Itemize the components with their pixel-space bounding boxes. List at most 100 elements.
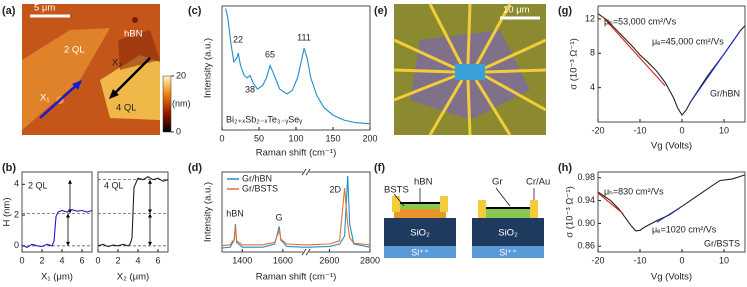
plot-frame — [221, 171, 371, 253]
annotation: G — [275, 212, 282, 222]
x-tick-label: 4 — [135, 255, 140, 265]
y-tick-label: 12 — [585, 13, 595, 23]
height-arrow — [68, 179, 72, 214]
afm-image: 5 μm 2 QL hBN X₂ X₁ 4 QL (nm) — [22, 3, 191, 135]
data-line — [21, 209, 93, 249]
region-label: 2 QL — [64, 45, 85, 56]
panel-label: (e) — [374, 5, 388, 17]
x-axis-label: Vg (Volts) — [651, 141, 692, 152]
data-line — [597, 192, 624, 215]
height-arrow — [148, 213, 152, 246]
panel-label: (g) — [558, 5, 572, 17]
x-tick-label: 10 — [719, 255, 729, 265]
axis-break — [301, 168, 307, 176]
y-axis-label: σ (10⁻³ Ω⁻¹) — [565, 186, 576, 238]
annotation: μₑ=45,000 cm²/Vs — [652, 36, 724, 46]
plot-frame — [597, 5, 746, 123]
y-tick-label: 0.86 — [577, 241, 595, 251]
y-axis-label: Intensity (a.u.) — [203, 38, 214, 98]
y-tick-label: 2 — [14, 209, 19, 219]
y-tick-label: 0 — [14, 240, 19, 250]
x-tick-label: 1600 — [273, 255, 293, 265]
annotation: 22 — [233, 34, 243, 44]
data-line — [656, 205, 683, 223]
x-tick-label: 6 — [155, 255, 160, 265]
x-tick-label: 0 — [679, 255, 684, 265]
annotation: μₕ=830 cm²/Vs — [604, 186, 664, 196]
layer-label: Cr/Au — [526, 177, 550, 188]
scale-bar-label: 10 μm — [503, 5, 530, 16]
x-tick-label: 4 — [59, 255, 64, 265]
colorbar — [162, 75, 172, 133]
annotation: 4 QL — [104, 180, 124, 190]
panel-label: (h) — [558, 162, 572, 174]
y-axis-label: σ (10⁻³ Ω⁻¹) — [569, 38, 580, 90]
layer-label: SiO₂ — [498, 228, 518, 239]
x-tick-label: 10 — [719, 125, 729, 135]
axis-break — [305, 168, 311, 176]
annotation: μₑ=1020 cm²/Vs — [652, 224, 717, 234]
height-arrow — [148, 179, 152, 214]
axis-break — [303, 249, 310, 255]
x-tick-label: 0 — [679, 125, 684, 135]
device-photo: 10 μm — [393, 3, 547, 136]
x-axis-label: Raman shift (cm⁻¹) — [256, 148, 337, 159]
x-tick-label: -10 — [633, 125, 646, 135]
axis-mark-label: X₁ — [40, 93, 50, 104]
data-line — [689, 29, 742, 103]
axis-break — [303, 169, 310, 175]
data-line — [597, 174, 746, 232]
scale-bar-label: 5 μm — [34, 3, 55, 14]
annotation: Gr/BSTS — [704, 238, 740, 248]
annotation: 111 — [297, 32, 311, 42]
x-tick-label: 50 — [254, 133, 264, 143]
x-tick-label: 6 — [79, 255, 84, 265]
annotation: 2 QL — [28, 180, 48, 190]
panel-label: (a) — [2, 5, 16, 17]
x-axis-label: X₂ (μm) — [117, 272, 149, 283]
x-tick-label: 0 — [219, 133, 224, 143]
y-tick-label: 4 — [14, 179, 19, 189]
panel-label: (f) — [374, 162, 385, 174]
axis-mark-label: X₂ — [112, 58, 122, 69]
x-tick-label: -20 — [591, 255, 604, 265]
annotation: 38 — [245, 84, 255, 94]
data-line — [597, 13, 746, 117]
region-label: 4 QL — [116, 103, 137, 114]
x-tick-label: 0 — [95, 255, 100, 265]
x-tick-label: -10 — [633, 255, 646, 265]
layer-label: SiO₂ — [410, 228, 430, 239]
y-axis-label: H (nm) — [2, 197, 13, 226]
layer-label: Si⁺⁺ — [411, 247, 429, 257]
x-tick-label: 2800 — [360, 255, 380, 265]
annotation: 2D — [329, 184, 341, 194]
y-tick-label: 0.90 — [577, 218, 595, 228]
annotation: Bi₂₊ₓSb₂₋ₓTe₃₋ᵧSeᵧ — [226, 114, 302, 124]
plot-frame — [97, 171, 169, 253]
annotation: hBN — [226, 208, 244, 218]
x-tick-label: 200 — [362, 133, 377, 143]
panel-label: (b) — [2, 162, 16, 174]
height-arrow — [66, 213, 70, 246]
region-label: hBN — [124, 29, 143, 40]
colorbar-tick-label: 0 — [176, 126, 181, 136]
data-line — [221, 187, 371, 247]
layer-label: BSTS — [384, 185, 409, 196]
layer-label: hBN — [414, 177, 433, 188]
plot-frame — [221, 5, 371, 131]
legend-label: Gr/BSTS — [242, 183, 278, 193]
data-line — [601, 15, 666, 87]
x-tick-label: 2 — [115, 255, 120, 265]
y-tick-label: 4 — [590, 82, 595, 92]
x-tick-label: 100 — [288, 133, 303, 143]
x-tick-label: 150 — [325, 133, 340, 143]
annotation: Gr/hBN — [710, 88, 740, 98]
annotation: μₕ=53,000 cm²/Vs — [604, 16, 677, 26]
data-line — [97, 175, 169, 248]
y-tick-label: 0.98 — [577, 172, 595, 182]
x-tick-label: 2600 — [319, 255, 339, 265]
axis-break — [305, 248, 311, 256]
x-axis-label: Vg (Volts) — [651, 272, 692, 283]
x-tick-label: 1400 — [232, 255, 252, 265]
